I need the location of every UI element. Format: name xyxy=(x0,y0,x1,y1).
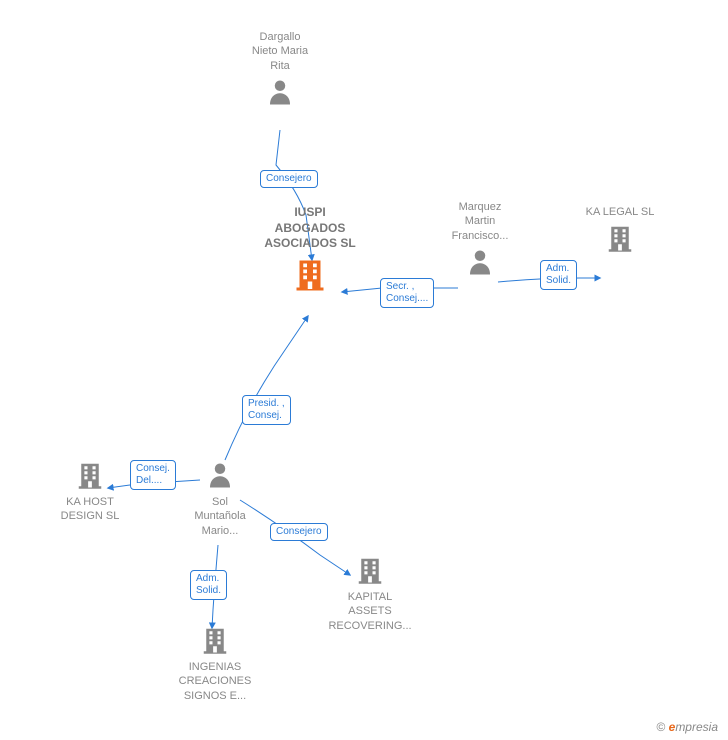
edge-sol-iuspi xyxy=(225,316,308,460)
node-kapital[interactable]: KAPITAL ASSETS RECOVERING... xyxy=(320,555,420,633)
node-dargallo[interactable]: Dargallo Nieto Maria Rita xyxy=(225,30,335,112)
building-icon xyxy=(75,460,105,490)
person-icon xyxy=(205,460,235,490)
node-kahost[interactable]: KA HOST DESIGN SL xyxy=(40,460,140,524)
brand-rest: mpresia xyxy=(675,720,718,734)
copyright: © empresia xyxy=(656,720,718,734)
node-icon xyxy=(292,256,328,297)
copyright-symbol: © xyxy=(656,720,665,734)
building-icon xyxy=(200,625,230,655)
edge-label-marquez-iuspi: Secr. , Consej.... xyxy=(380,278,434,308)
node-label: IUSPI ABOGADOS ASOCIADOS SL xyxy=(255,205,365,252)
node-iuspi[interactable]: IUSPI ABOGADOS ASOCIADOS SL xyxy=(255,205,365,297)
node-ingenias[interactable]: INGENIAS CREACIONES SIGNOS E... xyxy=(165,625,265,703)
node-icon xyxy=(355,555,385,590)
edge-label-sol-kahost: Consej. Del.... xyxy=(130,460,176,490)
node-icon xyxy=(205,460,235,495)
node-icon xyxy=(75,460,105,495)
node-label: Dargallo Nieto Maria Rita xyxy=(225,30,335,73)
node-icon xyxy=(605,223,635,258)
node-kalegal[interactable]: KA LEGAL SL xyxy=(565,205,675,258)
node-icon xyxy=(200,625,230,660)
person-icon xyxy=(265,77,295,107)
building-icon xyxy=(292,256,328,292)
node-icon xyxy=(265,77,295,112)
person-icon xyxy=(465,247,495,277)
node-label: Marquez Martin Francisco... xyxy=(425,200,535,243)
node-label: Sol Muntañola Mario... xyxy=(170,495,270,538)
edge-label-sol-kapital: Consejero xyxy=(270,523,328,541)
edge-label-marquez-kalegal: Adm. Solid. xyxy=(540,260,577,290)
node-label: KA LEGAL SL xyxy=(565,205,675,219)
node-label: KA HOST DESIGN SL xyxy=(40,495,140,524)
edge-label-sol-ingenias: Adm. Solid. xyxy=(190,570,227,600)
node-icon xyxy=(465,247,495,282)
building-icon xyxy=(605,223,635,253)
node-sol[interactable]: Sol Muntañola Mario... xyxy=(170,460,270,538)
node-label: KAPITAL ASSETS RECOVERING... xyxy=(320,590,420,633)
building-icon xyxy=(355,555,385,585)
node-label: INGENIAS CREACIONES SIGNOS E... xyxy=(165,660,265,703)
network-diagram: Dargallo Nieto Maria Rita IUSPI ABOGADOS… xyxy=(0,0,728,740)
node-marquez[interactable]: Marquez Martin Francisco... xyxy=(425,200,535,282)
edge-label-sol-iuspi: Presid. , Consej. xyxy=(242,395,291,425)
edge-label-dargallo-iuspi: Consejero xyxy=(260,170,318,188)
